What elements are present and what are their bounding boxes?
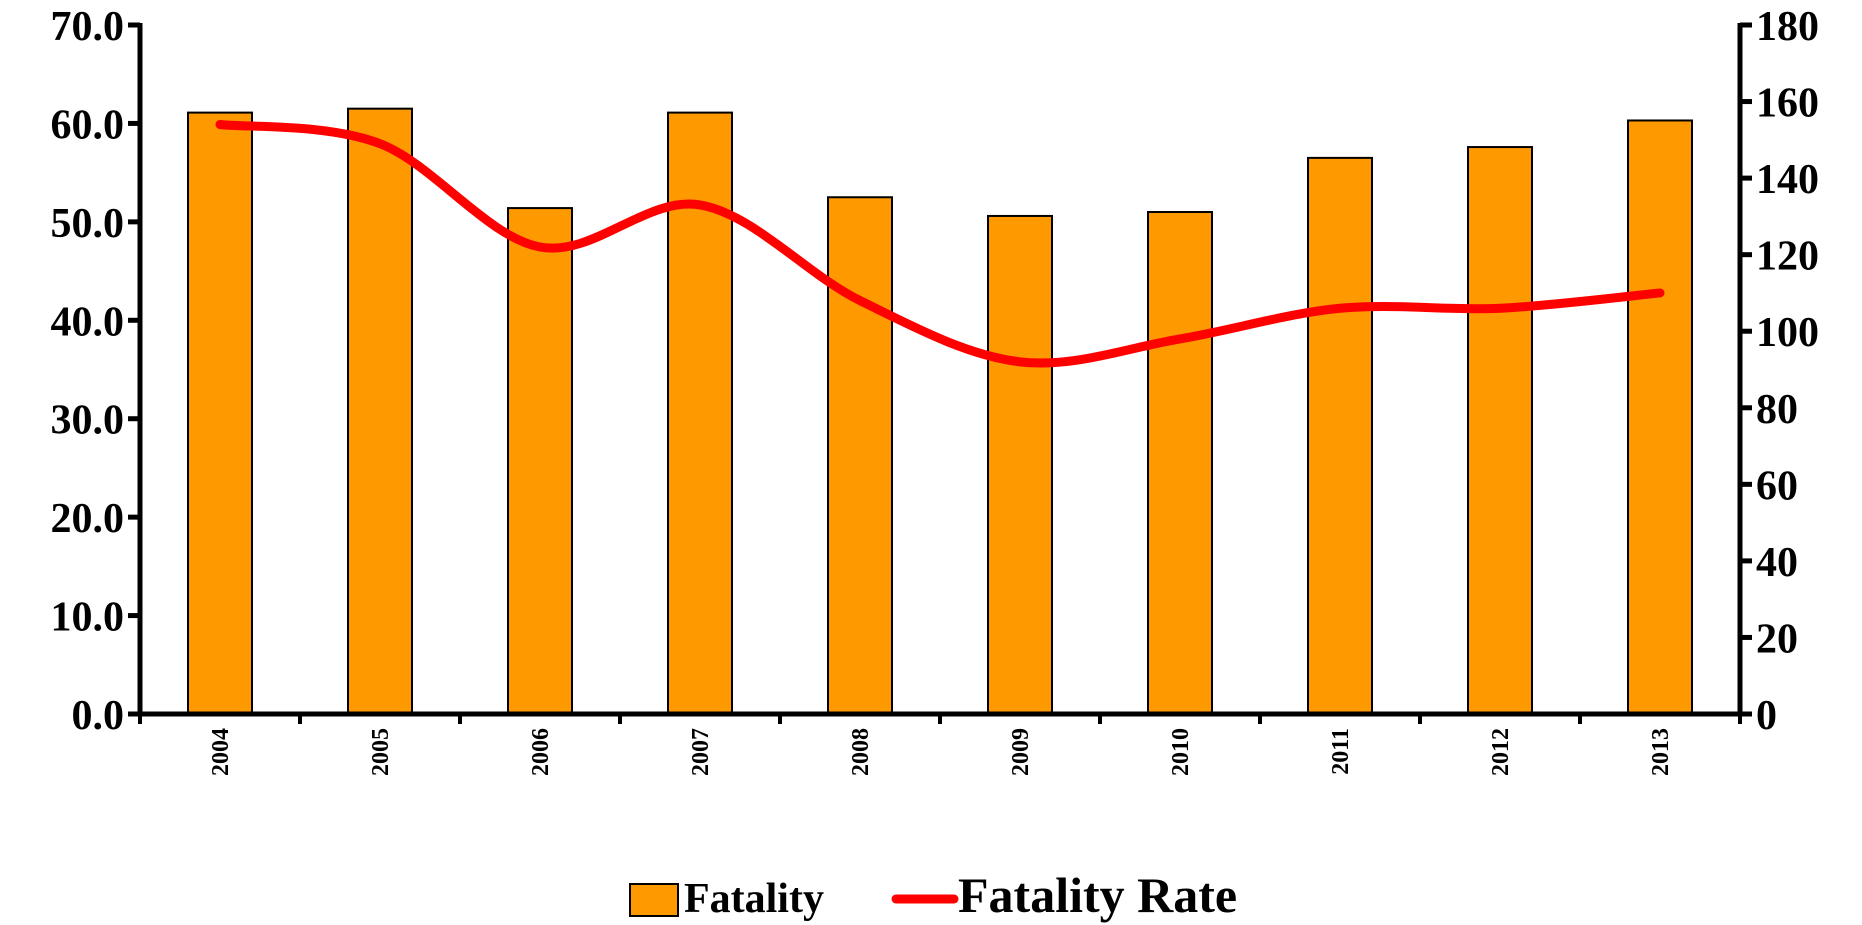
bar-2006 [507,207,573,715]
x-tick-label: 2011 [1328,728,1354,775]
x-tick-label: 2008 [848,728,874,776]
right-tick-label: 0 [1756,693,1777,739]
x-tick-label: 2012 [1488,728,1514,776]
left-tick-label: 60.0 [51,102,125,148]
right-axis-ticks: 0 20 40 60 80 100 120 140 160 180 [1740,4,1819,739]
x-tick-label: 2009 [1008,728,1034,776]
right-tick-label: 40 [1756,540,1798,586]
x-tick-label: 2006 [528,728,554,776]
left-tick-label: 40.0 [51,299,125,345]
right-tick-label: 100 [1756,310,1819,356]
left-tick-label: 50.0 [51,201,125,247]
legend-label-fatality: Fatality [684,876,824,922]
fatality-rate-line [215,120,1665,368]
right-tick-label: 120 [1756,234,1819,280]
legend-swatch-fatality [629,883,679,917]
bar-2005 [347,107,413,715]
left-tick-label: 30.0 [51,398,125,444]
bar-2004 [187,111,253,715]
left-tick-label: 0.0 [72,693,125,739]
x-axis-ticks: 2004 2005 2006 2007 2008 2009 2010 2011 2012 2013 [138,714,1742,776]
legend-label-fatality-rate: Fatality Rate [958,867,1237,923]
bar-2008 [827,196,893,715]
legend: Fatality Fatality Rate [629,867,1237,923]
left-axis-ticks: 0.0 10.0 20.0 30.0 40.0 50.0 60.0 70.0 [51,4,140,739]
x-tick-label: 2007 [688,728,714,776]
bar-2009 [987,214,1053,716]
right-tick-label: 180 [1756,4,1819,50]
x-tick-label: 2004 [208,728,234,776]
left-tick-label: 10.0 [51,595,125,641]
x-tick-label: 2005 [368,728,394,776]
x-tick-label: 2010 [1168,728,1194,776]
right-tick-label: 80 [1756,387,1798,433]
left-tick-label: 70.0 [51,4,125,50]
bar-2013 [1627,119,1693,716]
right-tick-label: 20 [1756,616,1798,662]
right-tick-label: 160 [1756,81,1819,127]
line-series-fatality-rate [215,120,1665,368]
bar-2010 [1147,211,1213,715]
right-tick-label: 60 [1756,463,1798,509]
x-tick-label: 2013 [1648,728,1674,776]
bar-2012 [1467,146,1533,715]
right-tick-label: 140 [1756,157,1819,203]
bar-2011 [1307,156,1373,715]
left-tick-label: 20.0 [51,496,125,542]
bar-series-fatality [187,107,1693,716]
